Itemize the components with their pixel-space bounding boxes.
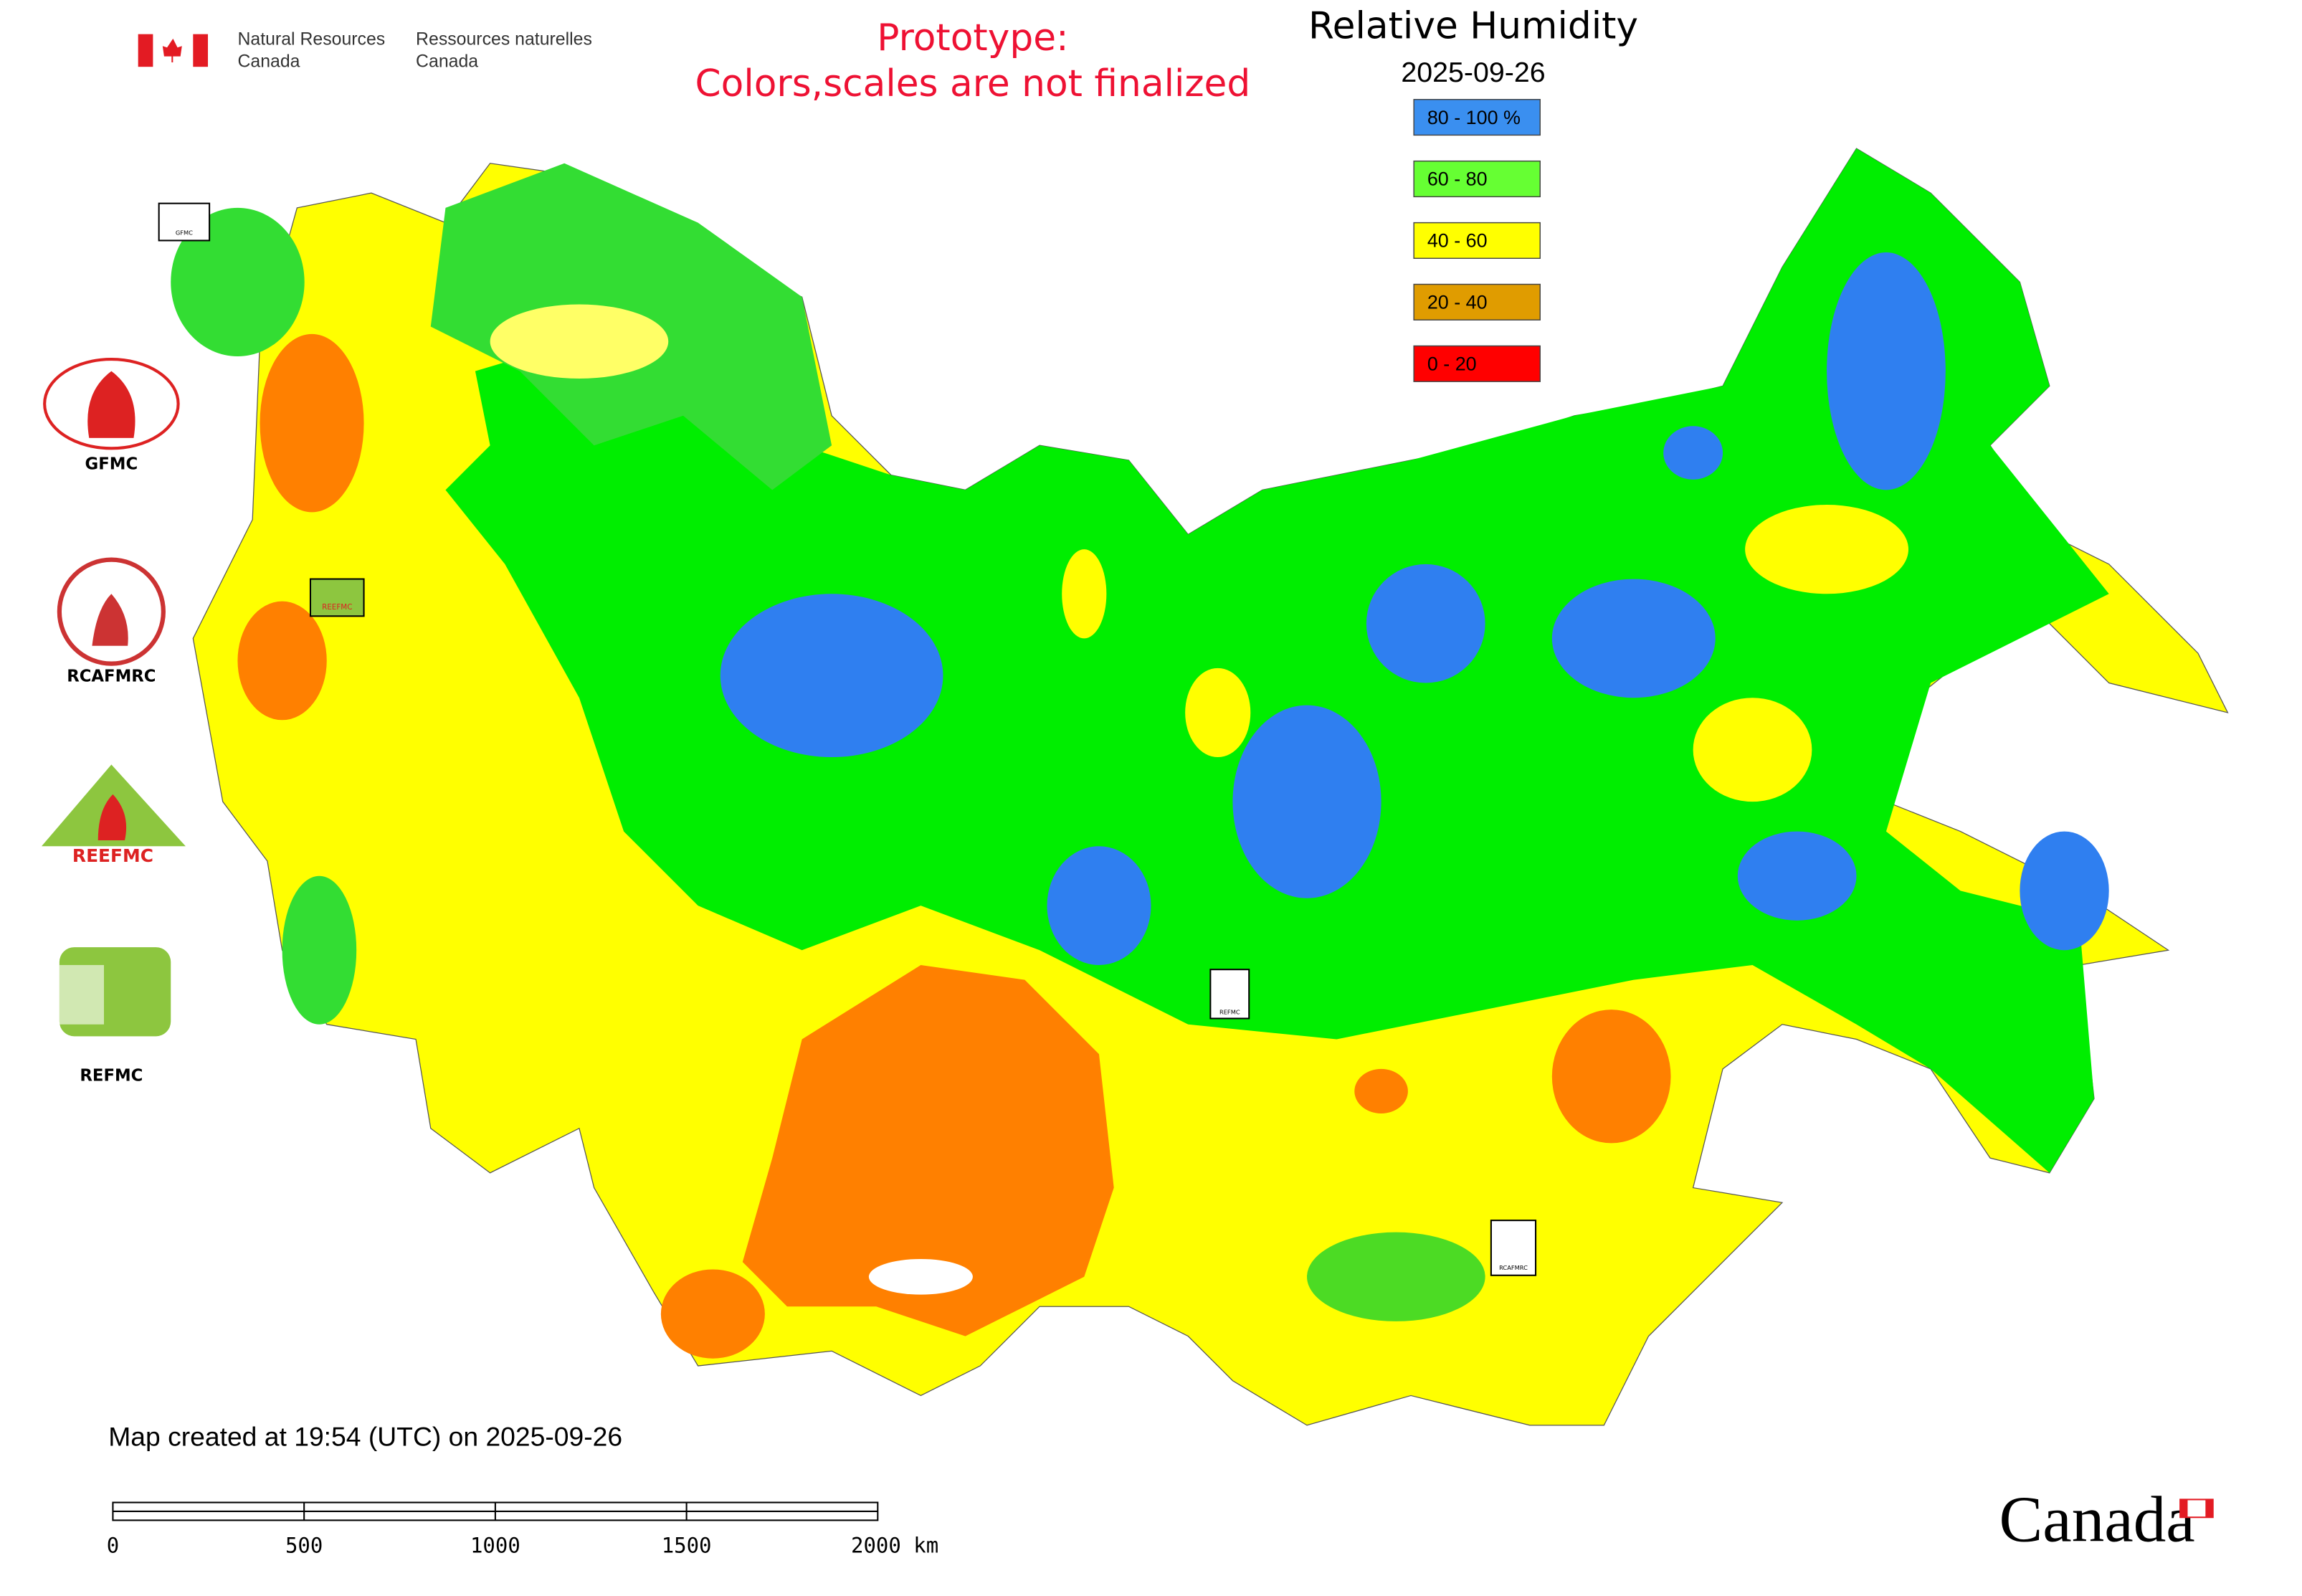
markers: GFMC REEFMC REFMC RCAFMRC <box>158 202 1537 1276</box>
canada-wordmark: Canada <box>1999 1483 2194 1556</box>
land-80-100 <box>1232 705 1381 898</box>
land-80-100 <box>1737 831 1857 921</box>
humidity-map <box>171 148 2229 1426</box>
land-60-80 <box>171 207 305 356</box>
marker <box>1490 1220 1537 1276</box>
marker-label: REEFMC <box>322 603 352 612</box>
land-20-40 <box>660 1269 765 1359</box>
legend-date: 2025-09-26 <box>1401 57 1545 88</box>
wordmark-flag <box>2205 1499 2213 1518</box>
land-40-60 <box>1693 698 1812 802</box>
logos: REEFMC GFMC RCAFMRC REFMC <box>42 358 186 1086</box>
marker <box>158 202 211 242</box>
logo-rcafmrc <box>92 594 128 646</box>
logo-reefmc <box>97 794 127 841</box>
logo-reefmc-text: REEFMC <box>72 845 153 866</box>
land-40-60 <box>1745 505 1909 594</box>
marker <box>309 578 365 617</box>
legend-swatch <box>1413 99 1541 136</box>
no-data <box>868 1258 973 1295</box>
legend-swatch <box>1413 345 1541 382</box>
land-40-60 <box>490 304 669 379</box>
land-40-60 <box>1062 549 1107 639</box>
logo-label: RCAFMRC <box>67 668 156 686</box>
legend-label: 20 - 40 <box>1427 292 1488 313</box>
legend: 80 - 100 % 60 - 80 40 - 60 20 - 40 0 - 20 <box>1413 99 1541 382</box>
legend-label: 80 - 100 % <box>1427 107 1521 128</box>
land-80-100 <box>720 594 943 758</box>
land-20-40 <box>237 601 327 721</box>
flag-bar <box>193 34 209 67</box>
land-80-100 <box>1047 846 1151 965</box>
land-60-80 <box>282 875 357 1025</box>
scale-label: 2000 km <box>851 1534 938 1558</box>
legend-swatch <box>1413 283 1541 320</box>
legend-swatch <box>1413 222 1541 260</box>
scale-label: 0 <box>107 1534 119 1558</box>
land-80-100 <box>1663 426 1723 480</box>
legend-title: Relative Humidity <box>1308 4 1638 47</box>
legend-swatch <box>1413 160 1541 198</box>
maple-leaf <box>162 38 182 62</box>
land-80-100 <box>2020 831 2109 951</box>
marker-label: GFMC <box>176 229 193 237</box>
legend-label: 0 - 20 <box>1427 353 1477 375</box>
legend-label: 60 - 80 <box>1427 168 1488 190</box>
created-note: Map created at 19:54 (UTC) on 2025-09-26 <box>108 1421 622 1451</box>
marker <box>1209 969 1250 1020</box>
land-20-40 <box>742 964 1114 1336</box>
flag-bar <box>138 34 153 67</box>
scale-label: 1000 <box>470 1534 520 1558</box>
notice: Prototype: <box>877 16 1068 60</box>
marker-label: RCAFMRC <box>1499 1264 1528 1271</box>
legend-label: 40 - 60 <box>1427 230 1488 252</box>
logo-gfmc <box>43 358 180 450</box>
agency-fr: Ressources naturelles <box>416 29 592 49</box>
land-80-100 <box>1827 252 1946 490</box>
agency-en: Natural Resources <box>237 29 385 49</box>
land-20-40 <box>1551 1010 1671 1144</box>
marker-label: REFMC <box>1219 1009 1240 1016</box>
notice: Colors,scales are not finalized <box>695 62 1251 105</box>
wordmark-flag <box>2180 1499 2188 1518</box>
logo-refmc <box>59 964 105 1025</box>
land-60-80 <box>1307 1232 1485 1321</box>
land-20-40 <box>260 333 364 513</box>
land-80-100 <box>1366 564 1485 683</box>
logo-gfmc <box>87 371 135 438</box>
scale-bar: 0 500 1000 1500 2000 km <box>107 1501 938 1558</box>
land-20-40 <box>1354 1068 1408 1114</box>
land-40-60 <box>1185 668 1251 758</box>
scale-label: 1500 <box>662 1534 712 1558</box>
agency-fr: Canada <box>416 52 478 72</box>
scale-label: 500 <box>285 1534 323 1558</box>
logo-label: GFMC <box>85 455 138 474</box>
land-80-100 <box>1551 579 1716 698</box>
agency-en: Canada <box>237 52 300 72</box>
logo-label: REFMC <box>80 1067 143 1086</box>
logo-rcafmrc <box>57 557 166 666</box>
land-60-80 <box>445 148 2109 1173</box>
